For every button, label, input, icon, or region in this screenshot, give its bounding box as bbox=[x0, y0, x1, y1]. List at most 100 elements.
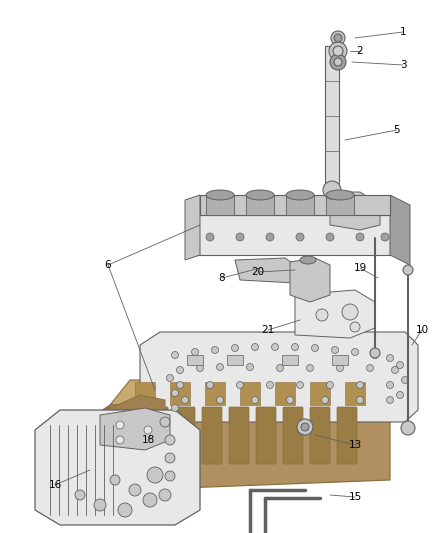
Circle shape bbox=[293, 270, 307, 284]
Circle shape bbox=[251, 397, 258, 403]
Circle shape bbox=[370, 348, 380, 358]
Polygon shape bbox=[284, 198, 336, 218]
Polygon shape bbox=[286, 195, 314, 215]
Circle shape bbox=[191, 349, 198, 356]
Circle shape bbox=[334, 34, 342, 42]
Polygon shape bbox=[100, 408, 170, 450]
FancyBboxPatch shape bbox=[310, 407, 330, 464]
Circle shape bbox=[297, 382, 304, 389]
FancyBboxPatch shape bbox=[337, 407, 357, 464]
Circle shape bbox=[311, 344, 318, 351]
FancyBboxPatch shape bbox=[256, 407, 276, 464]
Circle shape bbox=[172, 351, 179, 359]
Polygon shape bbox=[185, 195, 200, 260]
Polygon shape bbox=[275, 382, 295, 405]
Polygon shape bbox=[135, 382, 155, 405]
Circle shape bbox=[232, 344, 239, 351]
Circle shape bbox=[159, 489, 171, 501]
Circle shape bbox=[206, 233, 214, 241]
Circle shape bbox=[292, 343, 299, 351]
Polygon shape bbox=[140, 332, 418, 422]
Circle shape bbox=[386, 397, 393, 403]
Circle shape bbox=[371, 351, 378, 359]
Polygon shape bbox=[326, 195, 354, 215]
Text: 19: 19 bbox=[353, 263, 367, 273]
Polygon shape bbox=[95, 395, 165, 460]
Circle shape bbox=[197, 365, 204, 372]
Polygon shape bbox=[295, 290, 375, 338]
Circle shape bbox=[166, 375, 173, 382]
Polygon shape bbox=[206, 195, 234, 215]
Text: 10: 10 bbox=[415, 325, 428, 335]
Circle shape bbox=[332, 346, 339, 353]
Circle shape bbox=[316, 309, 328, 321]
Circle shape bbox=[403, 265, 413, 275]
Circle shape bbox=[381, 233, 389, 241]
Circle shape bbox=[172, 390, 179, 397]
Circle shape bbox=[236, 233, 244, 241]
Text: 15: 15 bbox=[348, 492, 362, 502]
Circle shape bbox=[396, 392, 403, 399]
Circle shape bbox=[160, 417, 170, 427]
Circle shape bbox=[297, 419, 313, 435]
Text: 1: 1 bbox=[400, 27, 406, 37]
Circle shape bbox=[212, 346, 219, 353]
Circle shape bbox=[396, 361, 403, 368]
Text: 6: 6 bbox=[105, 260, 111, 270]
FancyBboxPatch shape bbox=[187, 355, 203, 365]
Circle shape bbox=[357, 397, 364, 403]
Circle shape bbox=[342, 304, 358, 320]
Polygon shape bbox=[35, 410, 200, 525]
Circle shape bbox=[307, 365, 314, 372]
Circle shape bbox=[165, 435, 175, 445]
Ellipse shape bbox=[326, 190, 354, 200]
Circle shape bbox=[357, 382, 364, 389]
Ellipse shape bbox=[300, 256, 316, 264]
Polygon shape bbox=[200, 195, 390, 215]
Circle shape bbox=[296, 233, 304, 241]
Polygon shape bbox=[95, 405, 110, 490]
FancyBboxPatch shape bbox=[202, 407, 222, 464]
Text: 2: 2 bbox=[357, 46, 363, 56]
Circle shape bbox=[333, 46, 343, 56]
Circle shape bbox=[94, 499, 106, 511]
Circle shape bbox=[266, 382, 273, 389]
Polygon shape bbox=[110, 380, 410, 405]
Ellipse shape bbox=[206, 190, 234, 200]
Circle shape bbox=[323, 181, 341, 199]
Circle shape bbox=[356, 233, 364, 241]
Polygon shape bbox=[310, 382, 330, 405]
FancyBboxPatch shape bbox=[227, 355, 243, 365]
Circle shape bbox=[177, 367, 184, 374]
Circle shape bbox=[301, 423, 309, 431]
Polygon shape bbox=[390, 195, 410, 265]
Circle shape bbox=[272, 343, 279, 351]
Ellipse shape bbox=[286, 190, 314, 200]
Circle shape bbox=[147, 467, 163, 483]
Circle shape bbox=[350, 322, 360, 332]
Text: 5: 5 bbox=[394, 125, 400, 135]
Polygon shape bbox=[235, 258, 305, 283]
Circle shape bbox=[266, 233, 274, 241]
Circle shape bbox=[386, 354, 393, 361]
Polygon shape bbox=[330, 192, 380, 230]
Polygon shape bbox=[170, 382, 190, 405]
Circle shape bbox=[181, 397, 188, 403]
Circle shape bbox=[247, 364, 254, 370]
Circle shape bbox=[237, 382, 244, 389]
Circle shape bbox=[172, 405, 179, 411]
Circle shape bbox=[216, 397, 223, 403]
Circle shape bbox=[329, 42, 347, 60]
Circle shape bbox=[251, 343, 258, 351]
Text: 3: 3 bbox=[400, 60, 406, 70]
Ellipse shape bbox=[246, 190, 274, 200]
Circle shape bbox=[386, 382, 393, 389]
Circle shape bbox=[336, 365, 343, 372]
Polygon shape bbox=[300, 204, 320, 212]
Circle shape bbox=[177, 382, 184, 389]
Polygon shape bbox=[290, 258, 330, 302]
Polygon shape bbox=[345, 382, 365, 405]
Circle shape bbox=[392, 367, 399, 374]
Circle shape bbox=[216, 364, 223, 370]
Circle shape bbox=[331, 31, 345, 45]
